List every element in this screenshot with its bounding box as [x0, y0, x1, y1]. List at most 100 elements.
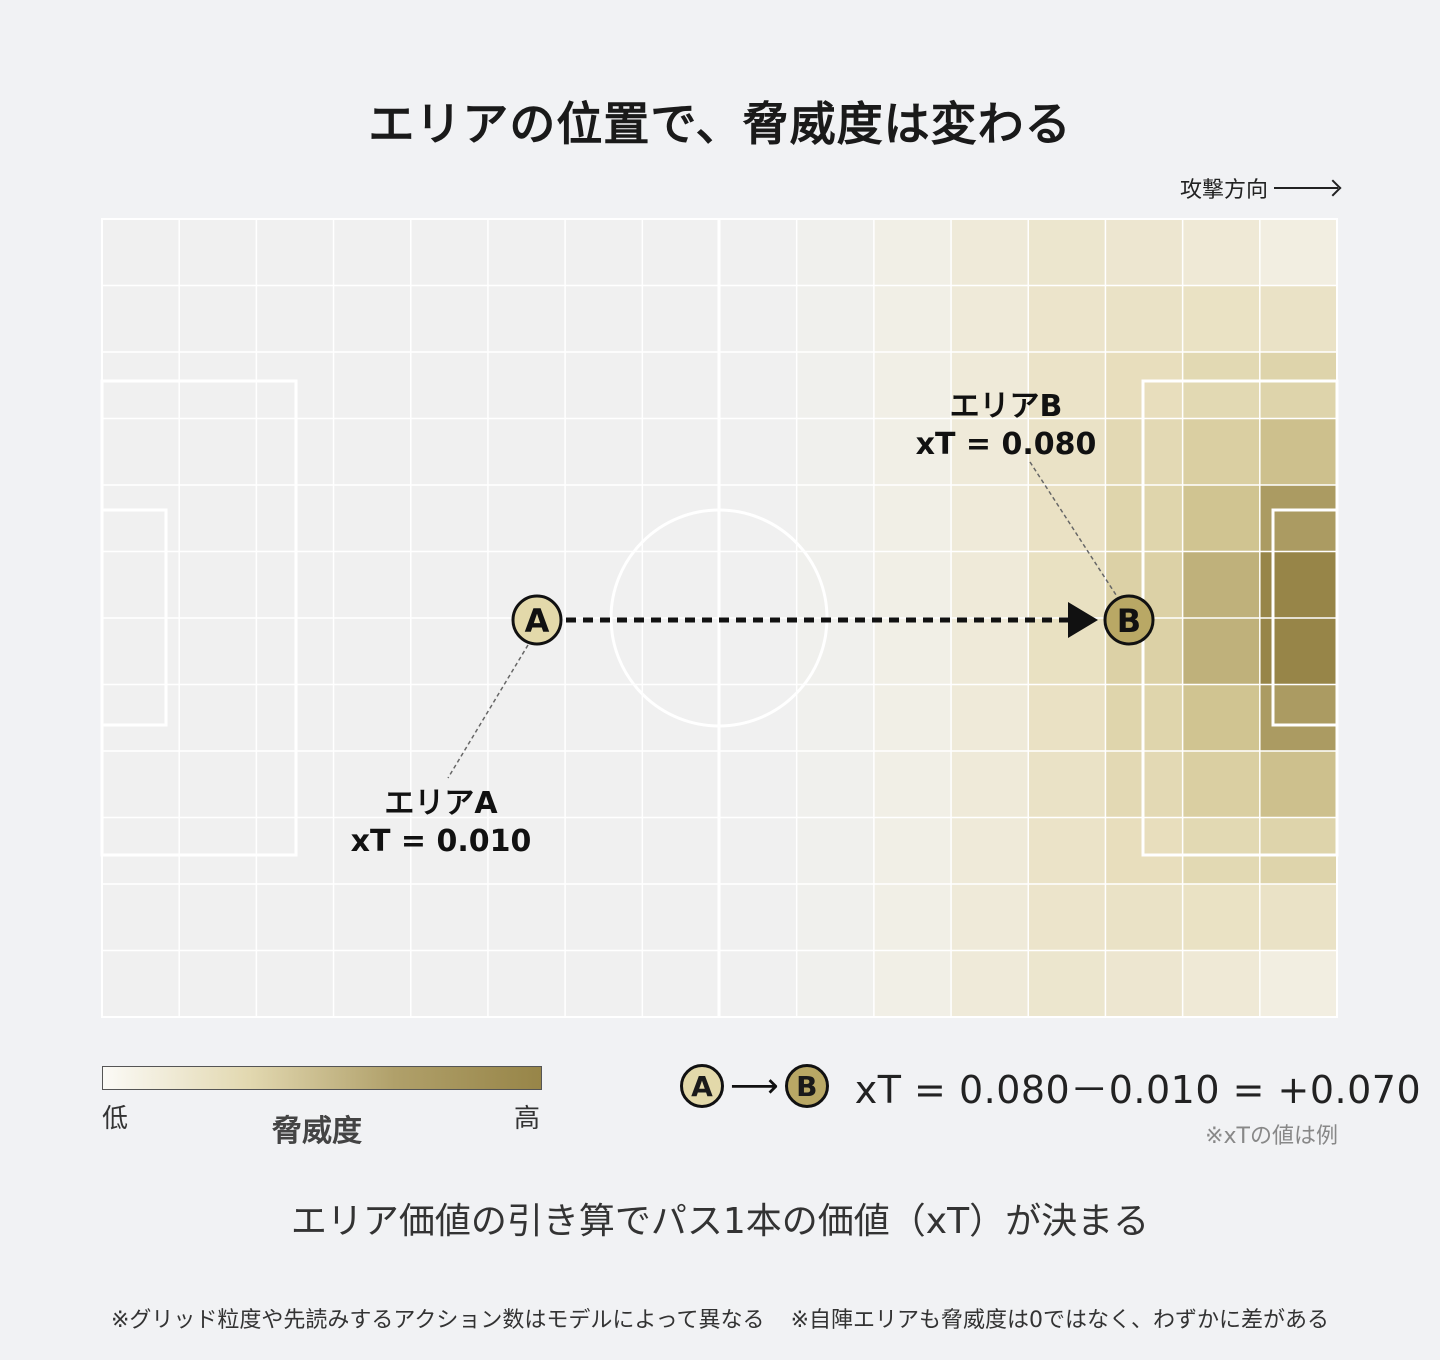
grid-cell: [1105, 285, 1184, 353]
grid-cell: [333, 618, 412, 685]
grid-cell: [179, 352, 257, 419]
grid-cell: [179, 418, 257, 486]
grid-cell: [642, 485, 720, 552]
grid-cell: [1105, 950, 1184, 1018]
grid-cell: [719, 884, 798, 951]
grid-cell: [1028, 219, 1106, 286]
grid-cell: [410, 352, 489, 419]
grid-cell: [333, 817, 412, 885]
grid-cell: [1259, 618, 1338, 685]
grid-cell: [179, 219, 257, 286]
grid-cell: [565, 485, 643, 552]
grid-cell: [951, 418, 1029, 486]
grid-cell: [487, 884, 566, 951]
grid-cell: [873, 884, 952, 951]
grid-cell: [256, 950, 335, 1018]
grid-cell: [410, 618, 489, 685]
grid-cell: [642, 884, 720, 951]
grid-cell: [487, 684, 566, 752]
grid-cell: [642, 751, 720, 818]
grid-cell: [487, 751, 566, 818]
grid-cell: [487, 418, 566, 486]
grid-cell: [1182, 219, 1261, 286]
grid-cell: [1182, 884, 1261, 951]
leader-line-a: [447, 644, 529, 779]
footnote-2: ※自陣エリアも脅威度は0ではなく、わずかに差がある: [790, 1308, 1329, 1333]
grid-cell: [1182, 418, 1261, 486]
area-a-xt: xT = 0.010: [351, 824, 532, 859]
grid-cell: [719, 618, 798, 685]
grid-cell: [179, 817, 257, 885]
grid-cell: [565, 751, 643, 818]
grid-cell: [1259, 684, 1338, 752]
grid-cell: [102, 751, 180, 818]
grid-cell: [256, 219, 335, 286]
grid-cell: [719, 418, 798, 486]
grid-cell: [1182, 352, 1261, 419]
grid-cell: [102, 817, 180, 885]
grid-cell: [1028, 884, 1106, 951]
grid-cell: [796, 684, 875, 752]
grid-cell: [1259, 551, 1338, 619]
grid-cell: [796, 751, 875, 818]
grid-cell: [256, 285, 335, 353]
grid-cell: [565, 884, 643, 951]
grid-cell: [487, 352, 566, 419]
marker-b: B: [1103, 594, 1155, 646]
grid-cell: [951, 551, 1029, 619]
grid-cell: [719, 950, 798, 1018]
grid-cell: [333, 684, 412, 752]
grid-cell: [333, 285, 412, 353]
grid-cell: [1028, 485, 1106, 552]
grid-cell: [410, 817, 489, 885]
grid-cell: [1182, 285, 1261, 353]
grid-cell: [951, 884, 1029, 951]
grid-cell: [1182, 684, 1261, 752]
grid-cell: [487, 219, 566, 286]
marker-b-label: B: [1117, 602, 1141, 640]
grid-cell: [796, 285, 875, 353]
grid-cell: [1028, 950, 1106, 1018]
grid-cell: [1028, 352, 1106, 419]
grid-cell: [565, 352, 643, 419]
area-b-name: エリアB: [950, 389, 1063, 424]
grid-cell: [487, 950, 566, 1018]
grid-cell: [102, 485, 180, 552]
grid-cell: [102, 684, 180, 752]
grid-cell: [873, 817, 952, 885]
grid-cell: [333, 352, 412, 419]
grid-cell: [179, 485, 257, 552]
grid-cell: [1259, 950, 1338, 1018]
grid-cell: [179, 950, 257, 1018]
pitch-diagram: A B エリアA xT = 0.010 エリアB xT = 0.080: [100, 218, 1339, 1018]
grid-cell: [102, 551, 180, 619]
grid-cell: [1028, 684, 1106, 752]
grid-cell: [873, 219, 952, 286]
grid-cell: [1182, 485, 1261, 552]
grid-cell: [1105, 219, 1184, 286]
grid-cell: [873, 684, 952, 752]
grid-cell: [796, 817, 875, 885]
grid-cell: [410, 219, 489, 286]
grid-cell: [1259, 352, 1338, 419]
grid-cell: [410, 684, 489, 752]
grid-cell: [1182, 618, 1261, 685]
grid-cell: [1182, 950, 1261, 1018]
grid-cell: [565, 418, 643, 486]
grid-cell: [873, 352, 952, 419]
grid-cell: [642, 418, 720, 486]
grid-cell: [410, 751, 489, 818]
grid-cell: [719, 352, 798, 419]
grid-cell: [951, 684, 1029, 752]
grid-cell: [642, 950, 720, 1018]
formula-expression: xT = 0.080－0.010 = +0.070: [854, 1067, 1422, 1112]
grid-cell: [873, 485, 952, 552]
grid-cell: [565, 950, 643, 1018]
grid-cell: [410, 950, 489, 1018]
grid-cell: [179, 751, 257, 818]
grid-cell: [873, 418, 952, 486]
grid-cell: [951, 485, 1029, 552]
grid-cell: [179, 551, 257, 619]
marker-a-label: A: [525, 602, 550, 640]
attack-direction-label: 攻撃方向: [1179, 178, 1268, 203]
